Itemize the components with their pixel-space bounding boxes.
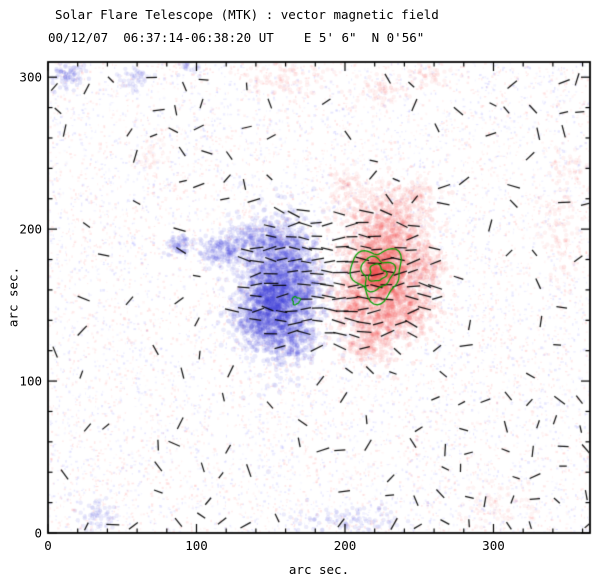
x-axis-label: arc sec. bbox=[288, 562, 350, 577]
y-tick-label: 300 bbox=[19, 69, 42, 85]
y-tick-label: 0 bbox=[34, 525, 42, 541]
chart-subtitle: 00/12/07 06:37:14-06:38:20 UT E 5' 6" N … bbox=[48, 30, 425, 45]
y-tick-label: 100 bbox=[19, 373, 42, 389]
x-tick-label: 0 bbox=[44, 538, 52, 553]
y-axis-label: arc sec. bbox=[5, 266, 21, 328]
x-tick-label: 300 bbox=[482, 538, 505, 553]
chart-title: Solar Flare Telescope (MTK) : vector mag… bbox=[55, 7, 439, 22]
y-tick-label: 200 bbox=[19, 221, 42, 237]
x-tick-label: 100 bbox=[185, 538, 208, 553]
x-tick-label: 200 bbox=[333, 538, 357, 553]
